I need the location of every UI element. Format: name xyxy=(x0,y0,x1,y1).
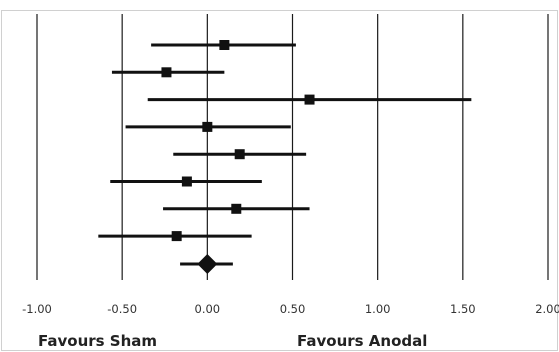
study-point-estimate xyxy=(304,94,315,105)
study-point-estimate xyxy=(181,176,192,187)
summary-diamond xyxy=(197,254,218,274)
study-point-estimate xyxy=(231,203,242,214)
plot-frame xyxy=(1,10,558,351)
x-axis-tick-labels: -1.00 -0.50 0.00 0.50 1.00 1.50 2.00 xyxy=(22,302,559,316)
x-tick-label: 0.50 xyxy=(280,302,306,316)
point-estimates xyxy=(161,40,315,274)
study-point-estimate xyxy=(202,121,213,132)
study-point-estimate xyxy=(161,67,172,78)
x-tick-label: 1.00 xyxy=(365,302,391,316)
x-tick-label: 1.50 xyxy=(450,302,476,316)
study-point-estimate xyxy=(234,149,245,160)
confidence-intervals xyxy=(98,43,472,266)
grid-lines xyxy=(36,14,549,280)
study-point-estimate xyxy=(171,231,182,242)
favours-sham-label: Favours Sham xyxy=(38,332,157,350)
x-tick-label: -0.50 xyxy=(107,302,137,316)
x-tick-label: 2.00 xyxy=(535,302,559,316)
x-tick-label: 0.00 xyxy=(195,302,221,316)
study-point-estimate xyxy=(219,40,230,50)
x-tick-label: -1.00 xyxy=(22,302,52,316)
favours-anodal-label: Favours Anodal xyxy=(297,332,427,350)
